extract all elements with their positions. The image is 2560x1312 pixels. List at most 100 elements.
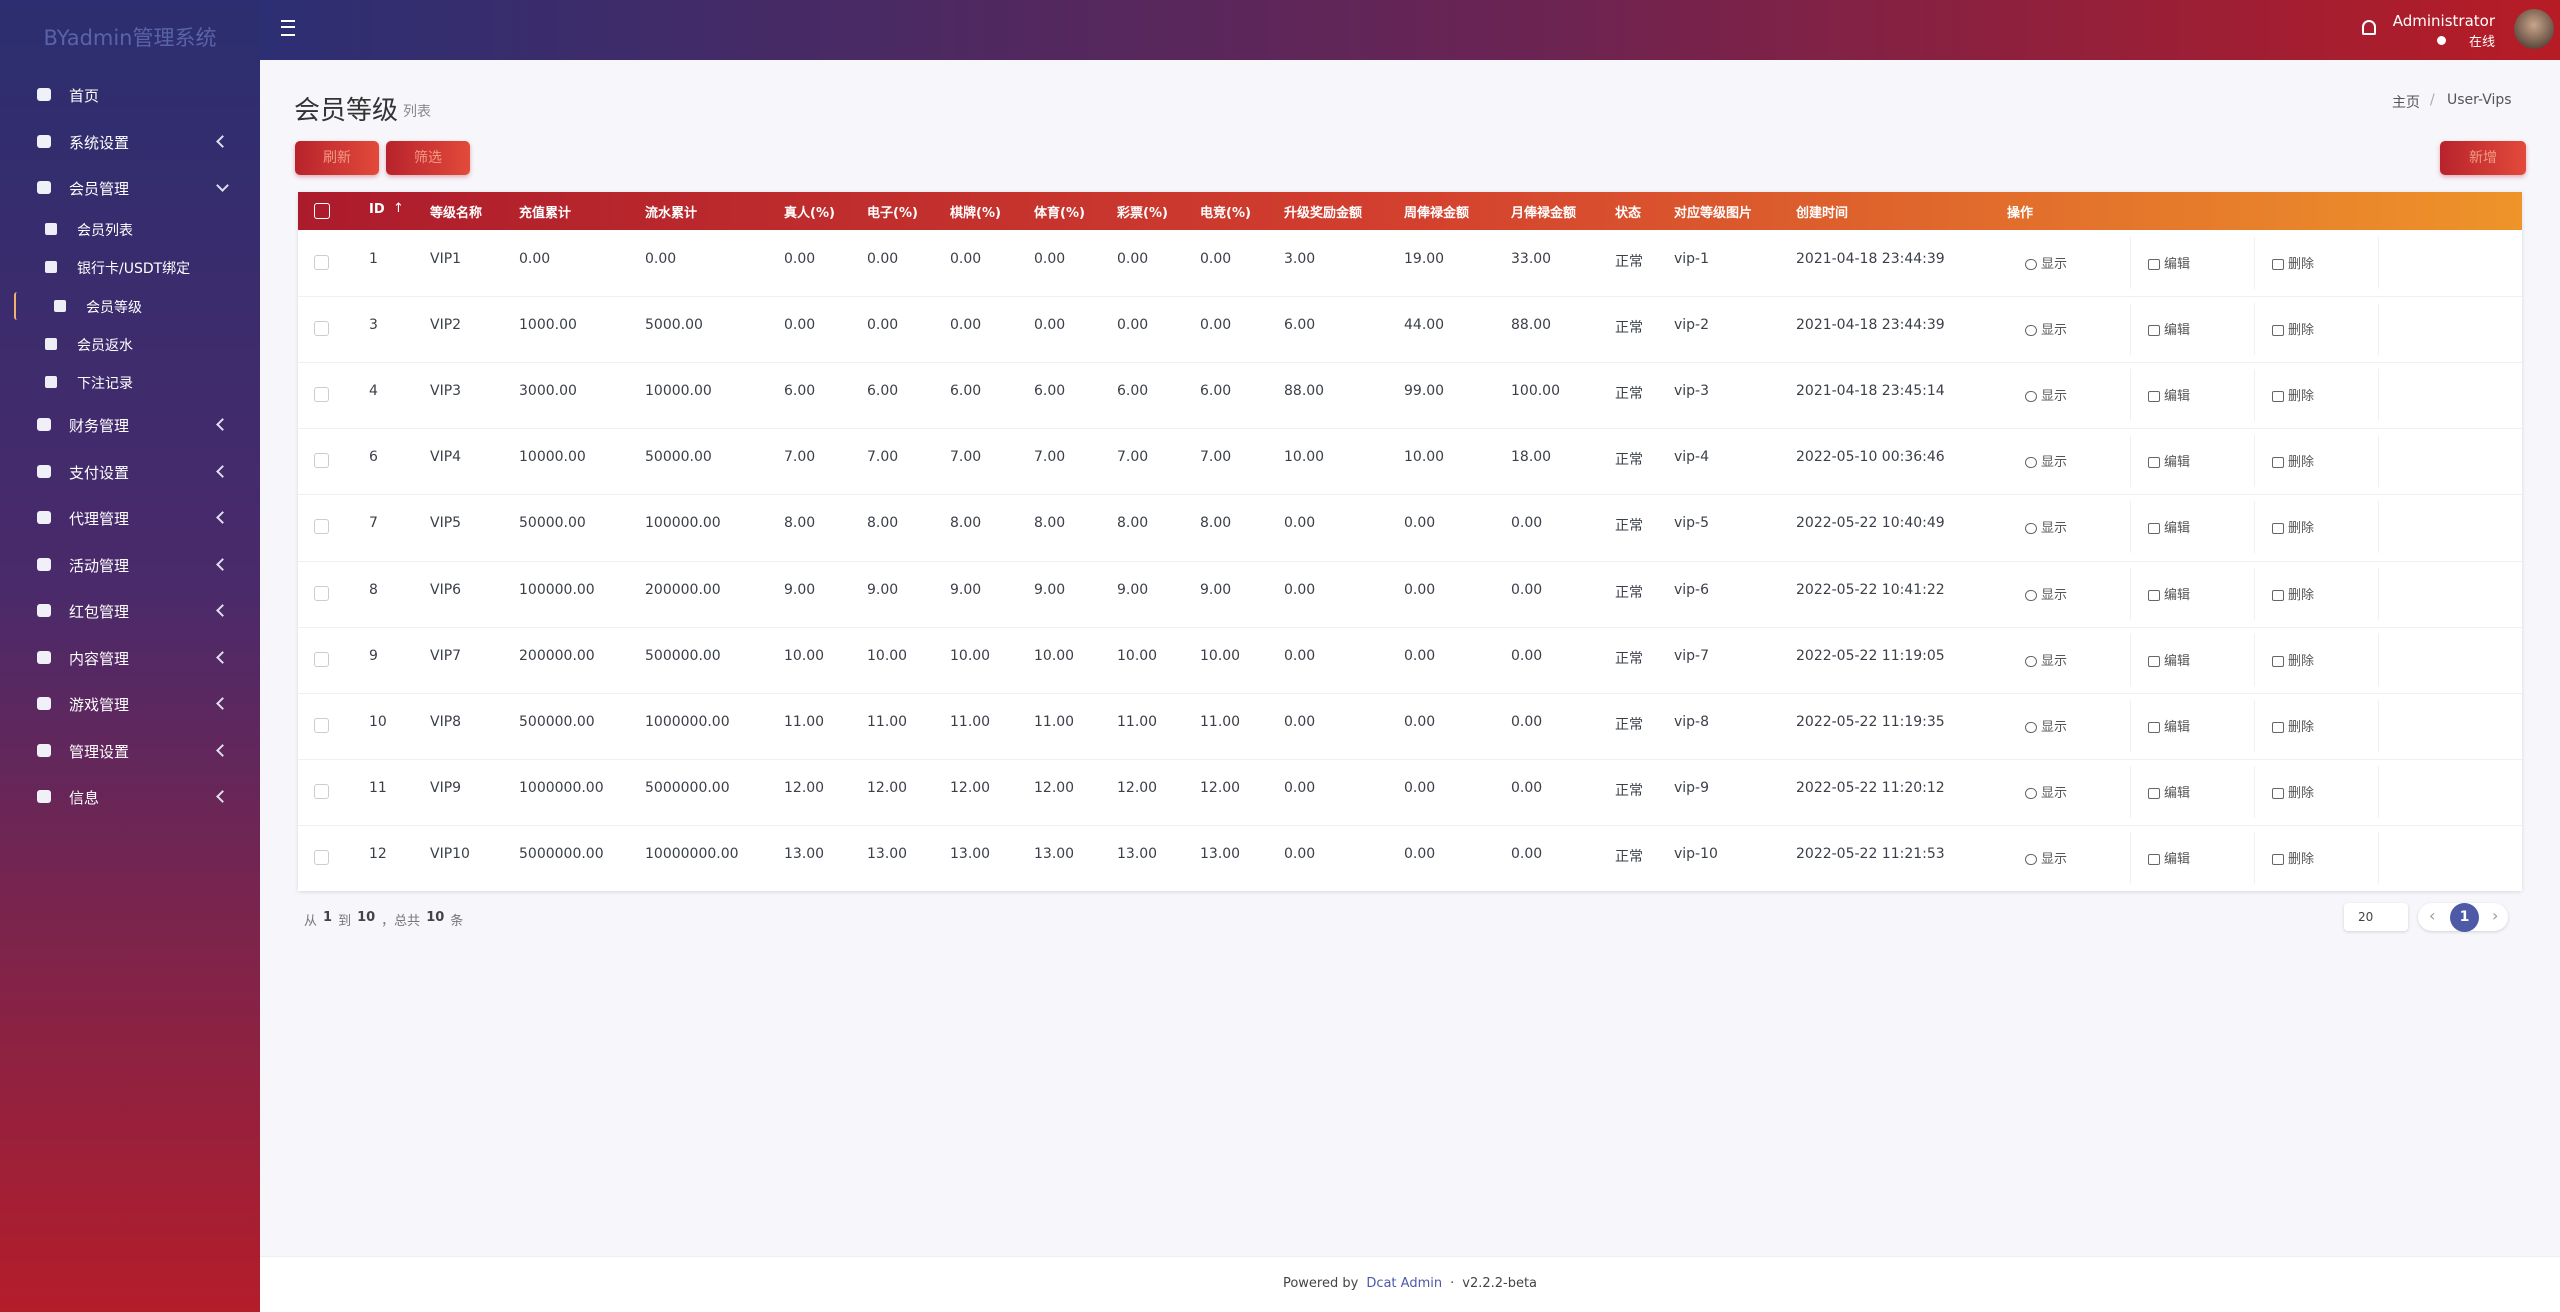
action-2[interactable]: 删除 xyxy=(2288,257,2315,272)
row-checkbox[interactable] xyxy=(314,585,329,601)
bell-icon[interactable] xyxy=(2362,20,2376,35)
column-header[interactable]: 流水累计 xyxy=(645,206,698,221)
per-page[interactable]: 20 xyxy=(2344,903,2408,931)
action-1[interactable]: 编辑 xyxy=(2164,455,2191,471)
column-header[interactable]: 真人(%) xyxy=(784,206,835,221)
cell: 13.00 xyxy=(1034,845,1075,862)
row-checkbox[interactable] xyxy=(314,783,329,799)
column-header[interactable]: 充值累计 xyxy=(519,206,572,221)
action-1[interactable]: 编辑 xyxy=(2164,785,2191,801)
action-icon xyxy=(2148,655,2160,667)
menu-arrow xyxy=(216,604,229,618)
user-name[interactable]: Administrator xyxy=(2392,12,2495,30)
action-divider xyxy=(2130,633,2131,686)
action-2[interactable]: 删除 xyxy=(2288,851,2315,867)
column-header[interactable]: 月俸禄金额 xyxy=(1511,206,1577,221)
column-header[interactable]: 状态 xyxy=(1615,206,1642,221)
submenu-item[interactable]: 会员返水 xyxy=(77,337,133,354)
action-2[interactable]: 删除 xyxy=(2288,521,2315,537)
column-header[interactable]: 升级奖励金额 xyxy=(1284,206,1363,221)
column-header[interactable]: 电子(%) xyxy=(867,206,918,221)
submenu-item[interactable]: 会员列表 xyxy=(77,223,133,239)
prev[interactable]: ‹ xyxy=(2429,906,2436,925)
column-header[interactable]: 创建时间 xyxy=(1796,206,1849,221)
column-header[interactable]: 操作 xyxy=(2007,206,2034,221)
column-header[interactable]: ID xyxy=(369,202,385,217)
footer-link[interactable]: Dcat Admin xyxy=(1366,1276,1443,1291)
row-checkbox[interactable] xyxy=(314,717,329,733)
action-1[interactable]: 编辑 xyxy=(2164,257,2191,272)
action-divider xyxy=(2254,765,2255,818)
action-2[interactable]: 删除 xyxy=(2288,323,2315,339)
menu-item[interactable]: 首页 xyxy=(69,87,100,105)
action-0[interactable]: 显示 xyxy=(2041,257,2068,272)
menu-item[interactable]: 系统设置 xyxy=(69,133,130,152)
action-1[interactable]: 编辑 xyxy=(2164,719,2191,735)
action-1[interactable]: 编辑 xyxy=(2164,323,2191,339)
row-checkbox[interactable] xyxy=(314,849,329,865)
action-0[interactable]: 显示 xyxy=(2041,653,2068,669)
row-checkbox[interactable] xyxy=(314,255,329,270)
pagination-text: 10 xyxy=(426,910,445,925)
action-0[interactable]: 显示 xyxy=(2041,851,2068,867)
avatar[interactable] xyxy=(2514,9,2554,49)
action-2[interactable]: 删除 xyxy=(2288,785,2315,801)
menu-item[interactable]: 信息 xyxy=(69,789,100,808)
current-page[interactable]: 1 xyxy=(2450,903,2479,932)
row-checkbox[interactable] xyxy=(314,321,329,337)
menu-item[interactable]: 财务管理 xyxy=(69,417,130,436)
action-0[interactable]: 显示 xyxy=(2041,719,2068,735)
column-header[interactable]: 彩票(%) xyxy=(1117,206,1168,221)
column-header[interactable]: 等级名称 xyxy=(430,206,483,221)
action-0[interactable]: 显示 xyxy=(2041,455,2068,471)
action-0[interactable]: 显示 xyxy=(2041,389,2068,405)
column-header[interactable]: 棋牌(%) xyxy=(950,206,1001,221)
row-checkbox[interactable] xyxy=(314,519,329,535)
menu-item[interactable]: 内容管理 xyxy=(69,649,130,668)
action-1[interactable]: 编辑 xyxy=(2164,389,2191,405)
user-status: 在线 xyxy=(2468,35,2495,50)
breadcrumb-home[interactable]: 主页 xyxy=(2392,95,2420,111)
column-header[interactable]: 电竞(%) xyxy=(1200,206,1251,221)
menu-item[interactable]: 活动管理 xyxy=(69,556,130,575)
row-checkbox[interactable] xyxy=(314,387,329,403)
action-2[interactable]: 删除 xyxy=(2288,719,2315,735)
action-divider xyxy=(2130,501,2131,554)
action-divider xyxy=(2378,567,2379,620)
action-2[interactable]: 删除 xyxy=(2288,389,2315,405)
menu-toggle[interactable] xyxy=(281,20,295,36)
menu-item[interactable]: 游戏管理 xyxy=(69,696,130,715)
row-checkbox[interactable] xyxy=(314,453,329,469)
menu-item[interactable]: 代理管理 xyxy=(69,510,130,529)
action-0[interactable]: 显示 xyxy=(2041,521,2068,537)
action-0[interactable]: 显示 xyxy=(2041,587,2068,603)
action-0[interactable]: 显示 xyxy=(2041,323,2068,339)
action-2[interactable]: 删除 xyxy=(2288,587,2315,603)
menu-item[interactable]: 红包管理 xyxy=(69,603,130,622)
filter-button[interactable]: 筛选 xyxy=(386,141,470,175)
action-2[interactable]: 删除 xyxy=(2288,455,2315,471)
menu-item[interactable]: 支付设置 xyxy=(69,463,130,482)
action-0[interactable]: 显示 xyxy=(2041,785,2068,801)
column-header[interactable]: 周俸禄金额 xyxy=(1404,206,1470,221)
row-checkbox[interactable] xyxy=(314,651,329,667)
create-button[interactable]: 新增 xyxy=(2440,141,2526,175)
next[interactable]: › xyxy=(2492,906,2499,925)
column-header[interactable]: 体育(%) xyxy=(1034,206,1085,221)
submenu-item[interactable]: 银行卡/USDT绑定 xyxy=(77,261,191,278)
refresh-button[interactable]: 刷新 xyxy=(295,141,379,175)
action-1[interactable]: 编辑 xyxy=(2164,587,2191,603)
submenu-item[interactable]: 会员等级 xyxy=(86,299,142,316)
action-1[interactable]: 编辑 xyxy=(2164,653,2191,669)
select-all[interactable] xyxy=(314,203,330,219)
menu-item[interactable]: 会员管理 xyxy=(69,180,130,198)
column-header[interactable]: 对应等级图片 xyxy=(1674,206,1753,221)
action-2[interactable]: 删除 xyxy=(2288,653,2315,669)
action-1[interactable]: 编辑 xyxy=(2164,521,2191,537)
submenu-item[interactable]: 下注记录 xyxy=(77,376,133,393)
cell: 6.00 xyxy=(1200,383,1232,400)
menu-item[interactable]: 管理设置 xyxy=(69,742,130,761)
action-1[interactable]: 编辑 xyxy=(2164,851,2191,867)
cell: 0.00 xyxy=(1404,713,1436,730)
cell: 7.00 xyxy=(867,449,899,466)
